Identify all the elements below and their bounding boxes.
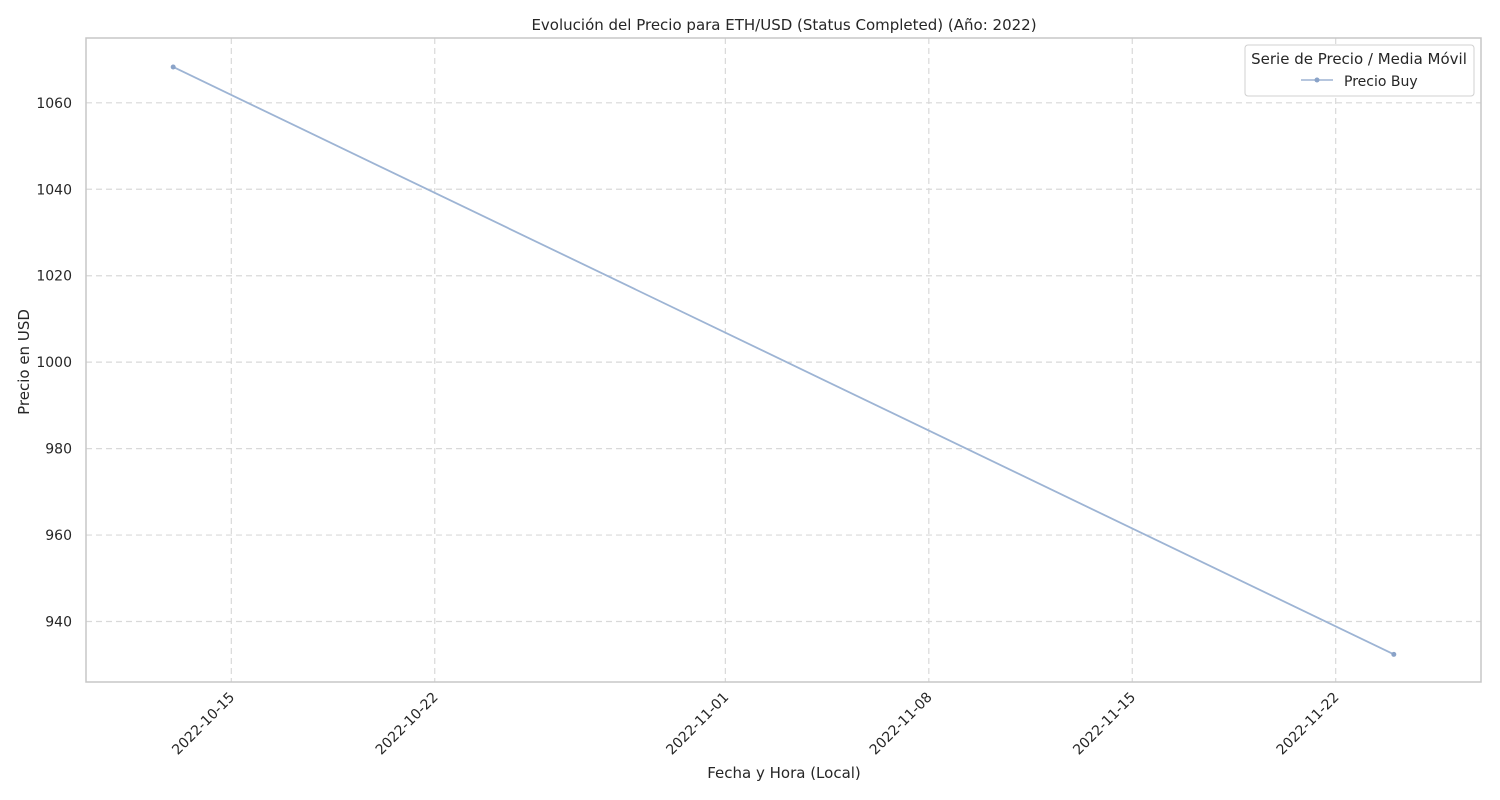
y-tick-label: 1040 xyxy=(36,182,72,198)
series-layer xyxy=(170,64,1397,657)
chart-title: Evolución del Precio para ETH/USD (Statu… xyxy=(531,16,1036,34)
y-tick-label: 960 xyxy=(45,528,72,544)
legend: Serie de Precio / Media Móvil Precio Buy xyxy=(1244,44,1475,97)
x-axis-label: Fecha y Hora (Local) xyxy=(707,764,861,782)
legend-title: Serie de Precio / Media Móvil xyxy=(1251,50,1467,68)
legend-box xyxy=(1244,44,1475,97)
y-tick-label: 940 xyxy=(45,614,72,630)
data-point xyxy=(170,64,176,70)
y-tick-label: 1020 xyxy=(36,269,72,285)
y-tick-labels: 940 960 980 1000 1020 1040 1060 xyxy=(36,96,72,631)
data-point xyxy=(1391,651,1397,657)
series-line-precio-buy xyxy=(172,66,1395,656)
y-axis-label: Precio en USD xyxy=(15,309,33,415)
grid-layer xyxy=(86,38,1481,682)
plot-frame xyxy=(85,37,1482,683)
y-tick-label: 1000 xyxy=(36,355,72,371)
legend-label-precio-buy: Precio Buy xyxy=(1344,74,1418,90)
legend-marker-swatch xyxy=(1314,77,1320,83)
y-tick-label: 1060 xyxy=(36,96,72,112)
y-tick-label: 980 xyxy=(45,442,72,458)
